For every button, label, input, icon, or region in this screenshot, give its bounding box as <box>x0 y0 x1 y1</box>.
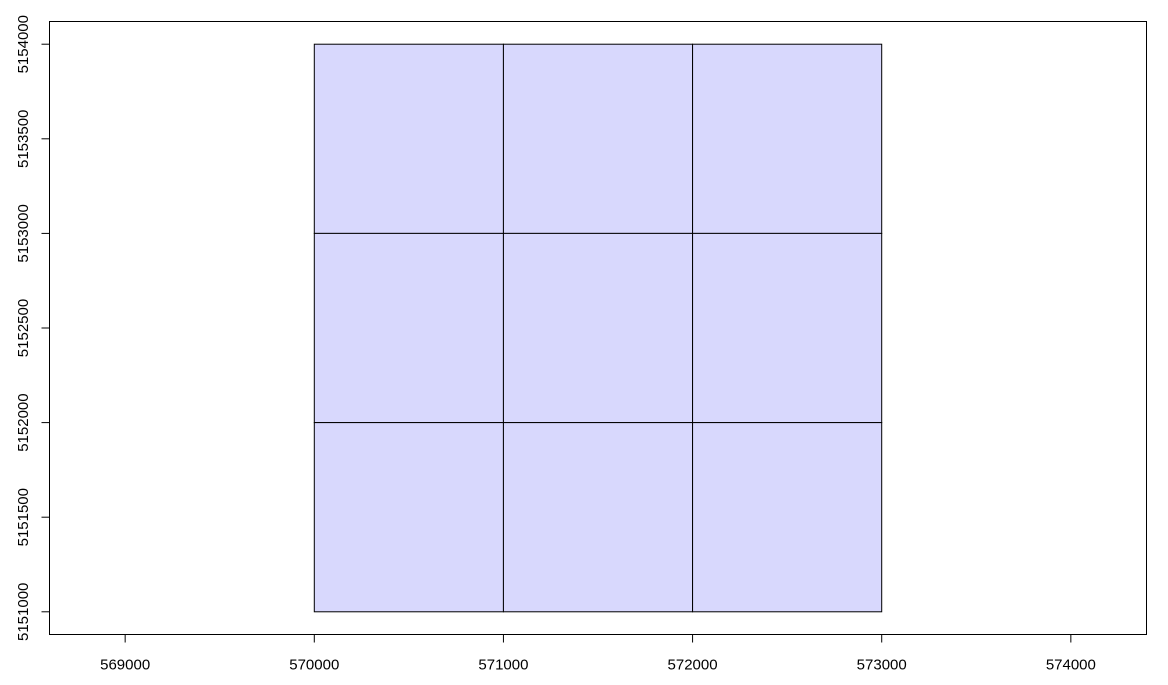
x-tick-label: 570000 <box>289 657 339 674</box>
grid-cell-4 <box>313 232 504 424</box>
y-tick-label: 5152000 <box>15 393 32 451</box>
y-tick-label: 5153000 <box>15 204 32 262</box>
grid-cell-5 <box>502 232 694 424</box>
y-tick-label: 5154000 <box>15 15 32 73</box>
grid-cell-7 <box>313 422 504 613</box>
y-tick-label: 5152500 <box>15 299 32 357</box>
y-axis: 5151000 5151500 5152000 5152500 5153000 51535… <box>15 15 50 641</box>
grid-cell-9 <box>692 422 883 613</box>
grid-cells <box>313 43 883 613</box>
x-tick-label: 574000 <box>1046 657 1096 674</box>
x-tick-label: 573000 <box>857 657 907 674</box>
y-tick-label: 5153500 <box>15 110 32 168</box>
grid-cell-1 <box>313 43 504 234</box>
x-tick-label: 569000 <box>100 657 150 674</box>
grid-cell-6 <box>692 232 883 424</box>
grid-cell-2 <box>502 43 694 234</box>
x-tick-label: 571000 <box>478 657 528 674</box>
y-tick-label: 5151500 <box>15 488 32 546</box>
grid-cell-8 <box>502 422 694 613</box>
x-tick-label: 572000 <box>668 657 718 674</box>
y-tick-label: 5151000 <box>15 583 32 641</box>
grid-cell-3 <box>692 43 883 234</box>
x-axis: 569000 570000 571000 572000 573000 574000 <box>100 634 1096 674</box>
